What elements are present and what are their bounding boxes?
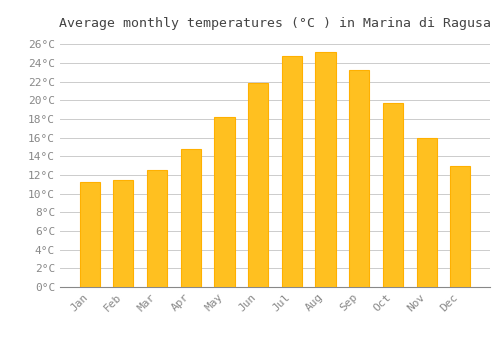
Bar xyxy=(349,70,370,287)
Bar xyxy=(147,170,167,287)
Bar xyxy=(180,149,201,287)
Bar xyxy=(416,138,437,287)
Bar xyxy=(80,182,100,287)
Bar xyxy=(316,52,336,287)
Bar xyxy=(450,166,470,287)
Title: Average monthly temperatures (°C ) in Marina di Ragusa: Average monthly temperatures (°C ) in Ma… xyxy=(59,17,491,30)
Bar xyxy=(113,180,134,287)
Bar xyxy=(383,103,403,287)
Bar xyxy=(248,83,268,287)
Bar xyxy=(282,56,302,287)
Bar xyxy=(214,117,234,287)
